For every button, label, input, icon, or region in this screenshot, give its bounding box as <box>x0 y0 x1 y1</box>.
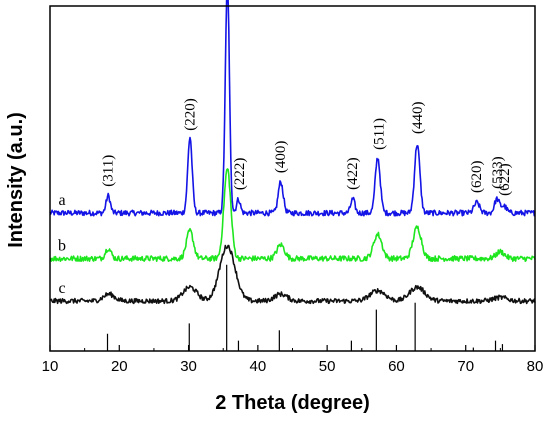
series-label-b: b <box>58 238 66 255</box>
y-axis-title: Intensity (a.u.) <box>5 112 27 248</box>
x-tick-label: 20 <box>111 358 128 375</box>
series-trace-a <box>49 0 536 217</box>
x-ticks-group: 10 20 30 40 50 60 70 80 <box>42 345 544 375</box>
peak-label: (511) <box>371 118 387 150</box>
peak-labels-group: (311)(220)(111)(222)(400)(422)(511)(440)… <box>101 98 513 196</box>
x-tick-label: 10 <box>42 358 59 375</box>
x-tick-label: 80 <box>527 358 544 375</box>
x-tick-label: 50 <box>319 358 336 375</box>
reference-lines-group <box>106 264 504 351</box>
series-label-a: a <box>58 192 65 209</box>
x-tick-label: 70 <box>457 358 474 375</box>
series-letters-group: a b c <box>58 192 66 297</box>
peak-label: (222) <box>232 158 248 191</box>
traces-group <box>49 0 536 305</box>
peak-label: (533) <box>490 156 506 189</box>
peak-label: (400) <box>273 141 289 174</box>
peak-label: (311) <box>101 155 117 187</box>
series-trace-c <box>49 244 536 305</box>
peak-label: (620) <box>469 161 485 194</box>
series-trace-b <box>49 168 536 263</box>
x-tick-label: 60 <box>388 358 405 375</box>
peak-label: (440) <box>410 102 426 135</box>
series-label-c: c <box>58 280 65 297</box>
x-tick-label: 30 <box>180 358 197 375</box>
x-tick-label: 40 <box>250 358 267 375</box>
x-axis-title: 2 Theta (degree) <box>215 392 369 414</box>
peak-label: (422) <box>345 157 361 190</box>
peak-label: (622) <box>497 163 513 196</box>
peak-label: (220) <box>182 98 198 131</box>
